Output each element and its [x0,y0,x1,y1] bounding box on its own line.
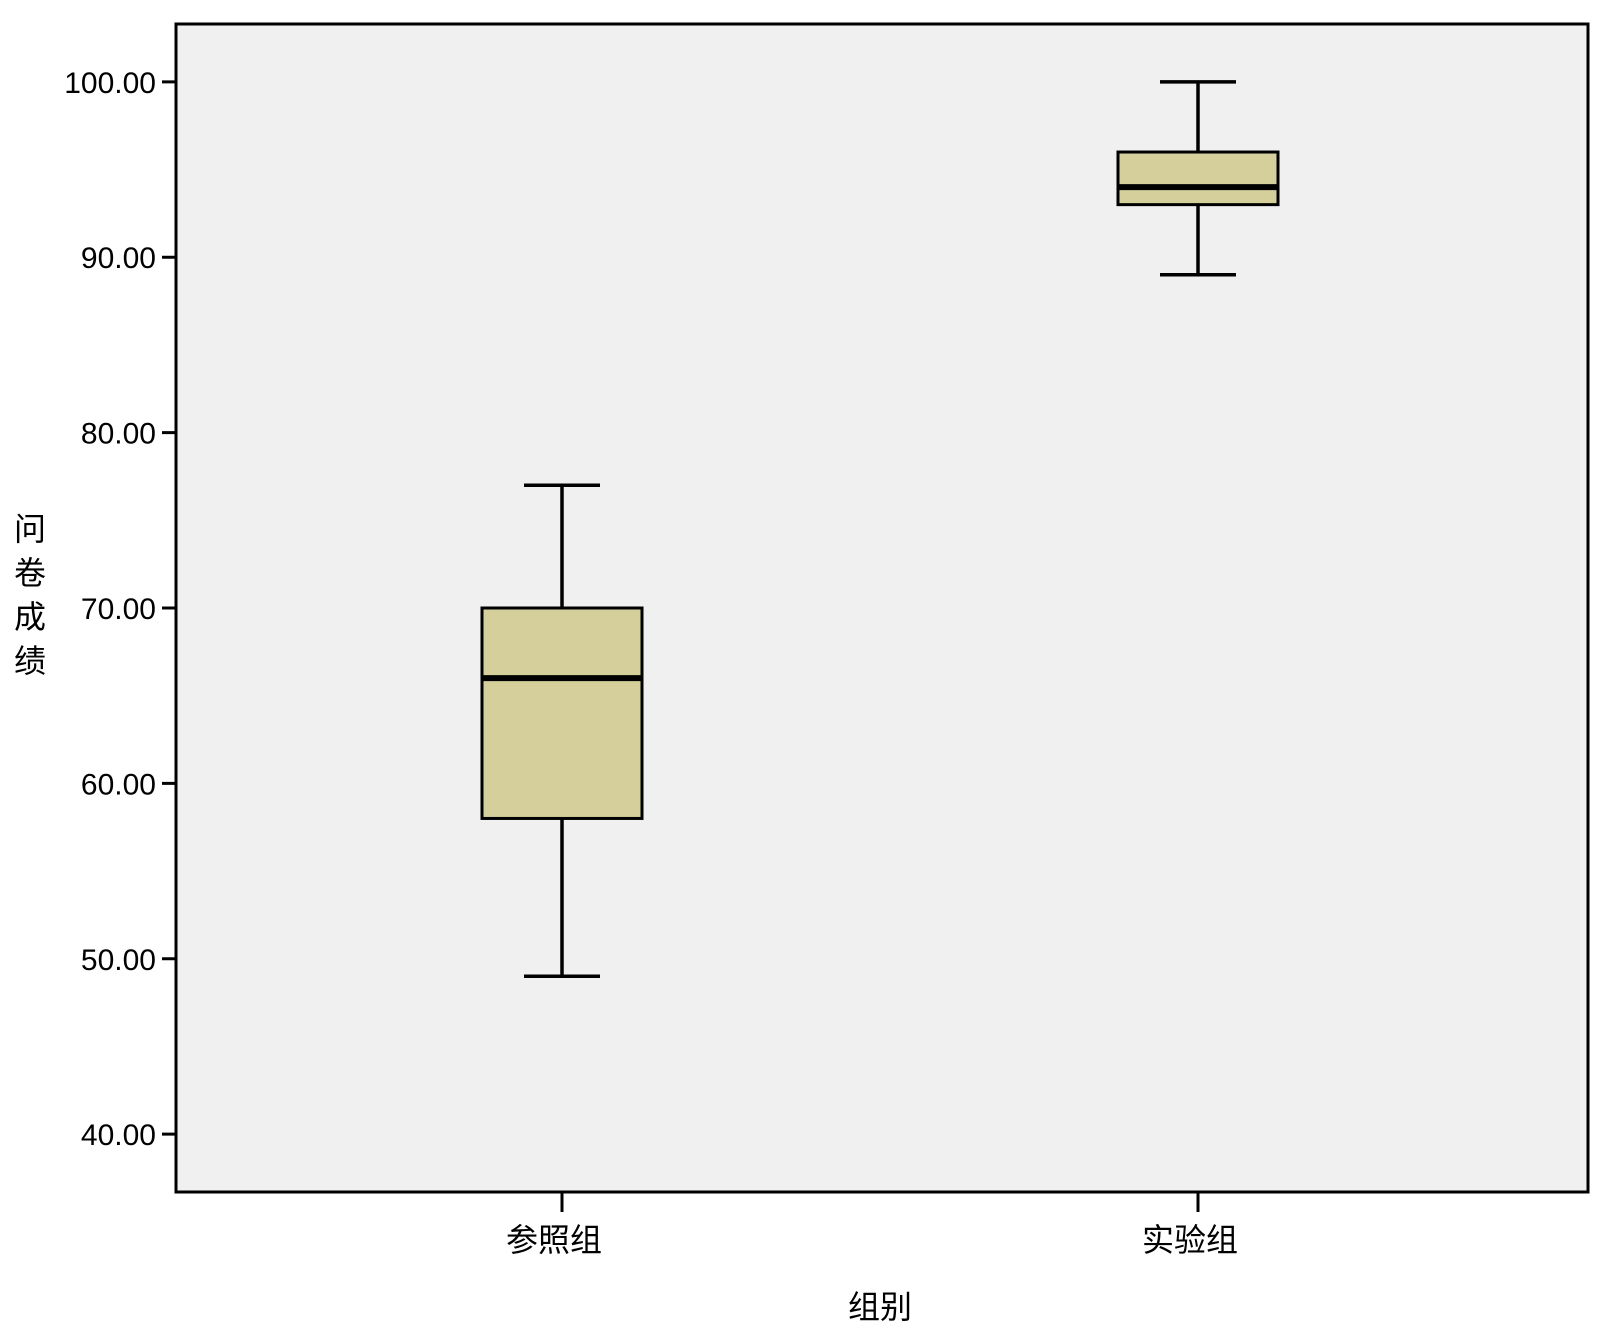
y-tick-label-0: 40.00 [81,1119,156,1152]
y-axis-title-char: 问 [14,510,46,548]
y-axis-title-char: 卷 [14,554,46,592]
iqr-box-1 [1116,150,1280,207]
y-axis-title-char: 绩 [14,642,46,680]
y-axis-title: 问卷成绩 [14,510,46,680]
iqr-box-0 [480,606,644,820]
y-tick-label-3: 70.00 [81,593,156,626]
y-tick-label-5: 90.00 [81,242,156,275]
x-axis-title: 组别 [848,1288,912,1326]
y-tick-label-2: 60.00 [81,768,156,801]
box-0 [480,483,644,979]
box-1 [1116,80,1280,277]
plot-background [174,22,1590,1194]
y-tick-label-4: 80.00 [81,418,156,451]
box-series [480,80,1280,979]
y-axis: 40.00 50.00 60.00 70.00 80.00 90.00 100.00 [64,67,176,1152]
y-tick-label-6: 100.00 [64,67,156,100]
x-axis: 参照组 实验组 [506,1192,1238,1259]
y-tick-label-1: 50.00 [81,944,156,977]
x-tick-label-0: 参照组 [506,1221,602,1259]
y-axis-title-char: 成 [14,598,46,636]
x-tick-label-1: 实验组 [1142,1221,1238,1259]
